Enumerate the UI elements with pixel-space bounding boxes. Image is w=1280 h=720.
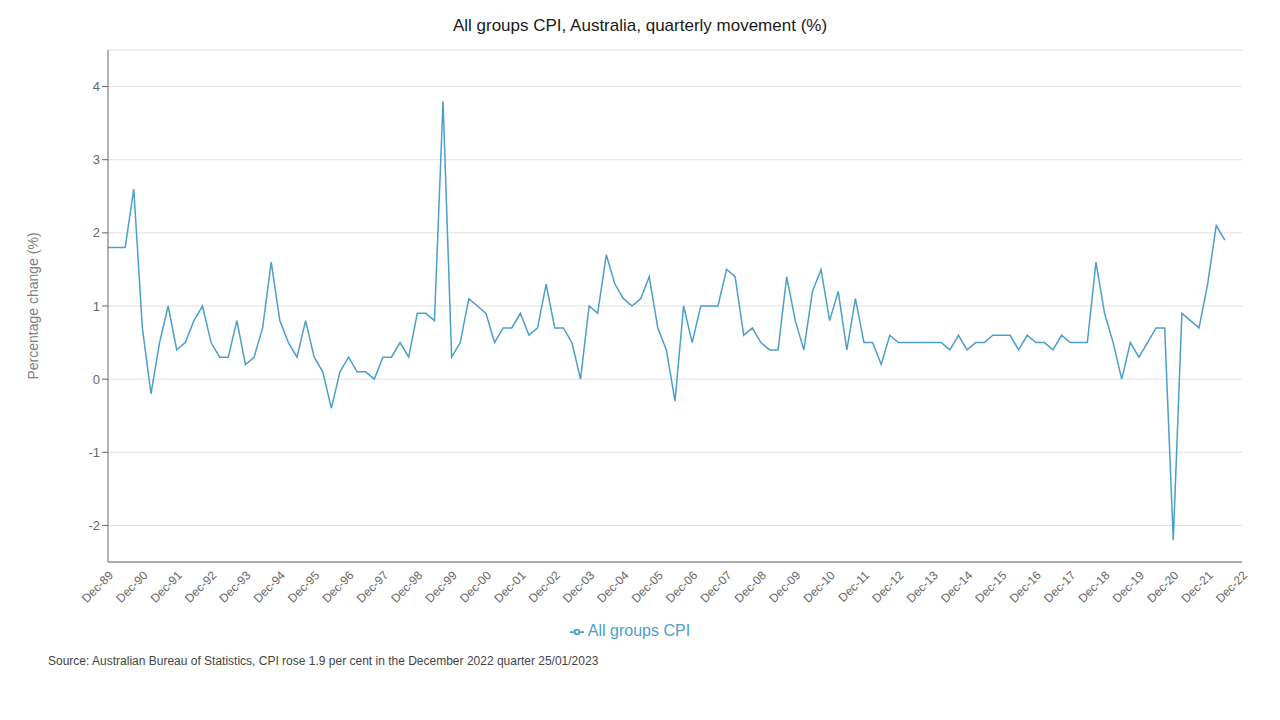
svg-text:Dec-01: Dec-01 [491, 568, 528, 605]
svg-text:Percentage change (%): Percentage change (%) [25, 232, 41, 379]
svg-text:-2: -2 [88, 518, 100, 533]
svg-text:Dec-00: Dec-00 [457, 568, 494, 605]
svg-text:Dec-89: Dec-89 [79, 568, 116, 605]
svg-text:Dec-11: Dec-11 [836, 568, 873, 605]
svg-text:Dec-18: Dec-18 [1075, 568, 1112, 605]
svg-text:Dec-02: Dec-02 [526, 568, 563, 605]
svg-text:Dec-14: Dec-14 [938, 568, 975, 605]
svg-text:3: 3 [93, 152, 100, 167]
svg-text:Dec-15: Dec-15 [972, 568, 1009, 605]
svg-text:-1: -1 [88, 445, 100, 460]
svg-text:Dec-04: Dec-04 [594, 568, 631, 605]
svg-text:1: 1 [93, 299, 100, 314]
svg-text:Dec-03: Dec-03 [560, 568, 597, 605]
svg-text:Dec-98: Dec-98 [388, 568, 425, 605]
svg-text:Dec-99: Dec-99 [423, 568, 460, 605]
svg-text:Dec-16: Dec-16 [1007, 568, 1044, 605]
svg-text:Dec-09: Dec-09 [766, 568, 803, 605]
svg-text:Dec-05: Dec-05 [629, 568, 666, 605]
svg-text:Dec-92: Dec-92 [182, 568, 219, 605]
svg-text:Dec-94: Dec-94 [251, 568, 288, 605]
svg-text:Dec-21: Dec-21 [1179, 568, 1216, 605]
html-text:All groups CPI, Australia, qua: All groups CPI, Australia, quarterly mov… [452, 16, 828, 35]
svg-text:2: 2 [93, 225, 100, 240]
svg-text:Dec-07: Dec-07 [697, 568, 734, 605]
svg-text:Dec-97: Dec-97 [354, 568, 391, 605]
svg-text:Dec-95: Dec-95 [285, 568, 322, 605]
svg-text:Dec-96: Dec-96 [319, 568, 356, 605]
html-text:Source: Australian Bureau of S: Source: Australian Bureau of Statistics,… [48, 654, 599, 668]
svg-text:0: 0 [93, 372, 100, 387]
svg-text:4: 4 [93, 79, 100, 94]
svg-text:Dec-08: Dec-08 [732, 568, 769, 605]
html-text:All groups CPI: All groups CPI [587, 622, 691, 639]
svg-text:Dec-20: Dec-20 [1144, 568, 1181, 605]
svg-text:Dec-93: Dec-93 [216, 568, 253, 605]
svg-text:Dec-13: Dec-13 [904, 568, 941, 605]
svg-text:Dec-22: Dec-22 [1213, 568, 1250, 605]
svg-text:Dec-10: Dec-10 [801, 568, 838, 605]
svg-text:Dec-91: Dec-91 [148, 568, 185, 605]
svg-text:Dec-90: Dec-90 [113, 568, 150, 605]
svg-text:Dec-17: Dec-17 [1041, 568, 1078, 605]
svg-text:Dec-19: Dec-19 [1110, 568, 1147, 605]
svg-text:Dec-06: Dec-06 [663, 568, 700, 605]
svg-text:Dec-12: Dec-12 [869, 568, 906, 605]
